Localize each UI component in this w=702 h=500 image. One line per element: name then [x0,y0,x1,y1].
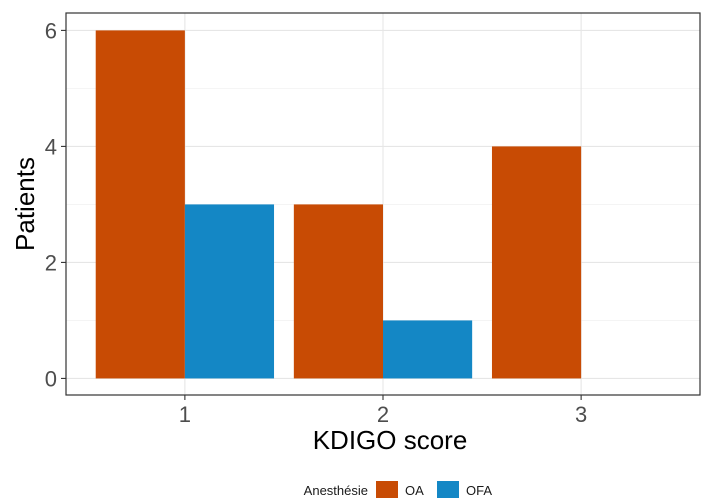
x-axis-title: KDIGO score [313,425,468,455]
bar-oa-3 [491,146,582,379]
x-axis: 1 2 3 [179,395,587,427]
bar-ofa-2 [383,320,473,379]
legend: Anesthésie OA OFA [304,481,492,498]
x-tick-label: 1 [179,402,191,427]
bar-oa-1 [95,30,185,379]
legend-swatch-oa [376,481,398,498]
x-tick-label: 2 [377,402,389,427]
y-axis: 0 2 4 6 [45,18,66,391]
legend-label-oa: OA [405,483,424,498]
legend-label-ofa: OFA [466,483,492,498]
y-tick-label: 2 [45,250,57,275]
bar-oa-2 [293,204,383,379]
bars [95,30,582,379]
y-axis-title: Patients [10,157,40,251]
y-tick-label: 4 [45,134,57,159]
x-tick-label: 3 [575,402,587,427]
y-tick-label: 6 [45,18,57,43]
bar-ofa-1 [184,204,275,379]
legend-title: Anesthésie [304,483,368,498]
legend-swatch-ofa [437,481,459,498]
y-tick-label: 0 [45,366,57,391]
